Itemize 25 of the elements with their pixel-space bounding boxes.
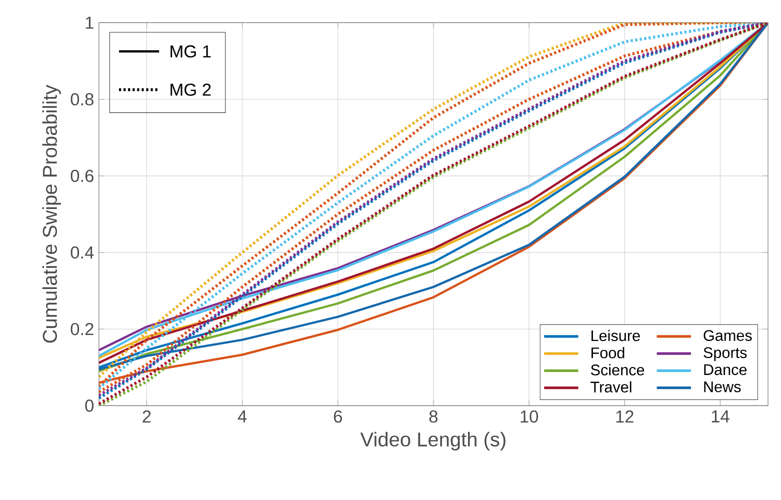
- legend-label: Sports: [704, 347, 747, 362]
- x-tick-label: 4: [238, 410, 247, 422]
- legend-label: Leisure: [592, 330, 640, 342]
- x-tick-label: 6: [334, 410, 342, 423]
- legend-label: Science: [590, 364, 644, 376]
- legend-label: Travel: [590, 381, 632, 392]
- y-tick-label: 0: [85, 400, 94, 412]
- y-tick-label: 0.2: [70, 322, 94, 336]
- annotation: MG 2: [170, 84, 211, 96]
- x-tick-label: 10: [520, 410, 538, 423]
- y-axis-title: Cumulative Swipe Probability: [42, 84, 61, 343]
- y-tick-label: 0.4: [70, 246, 94, 259]
- legend-label: News: [704, 382, 741, 392]
- legend-label: Dance: [704, 364, 747, 376]
- x-tick-label: 2: [142, 410, 151, 423]
- x-tick-label: 14: [712, 410, 730, 422]
- y-tick-label: 1: [86, 16, 94, 29]
- x-tick-label: 8: [429, 410, 438, 423]
- annotation: MG 1: [170, 45, 211, 58]
- y-tick-label: 0.8: [70, 93, 94, 106]
- x-tick-label: 12: [616, 410, 634, 423]
- legend-label: Food: [592, 347, 624, 358]
- legend-label: Games: [704, 330, 752, 341]
- y-tick-label: 0.6: [70, 170, 94, 182]
- x-axis-title: Video Length (s): [360, 432, 506, 450]
